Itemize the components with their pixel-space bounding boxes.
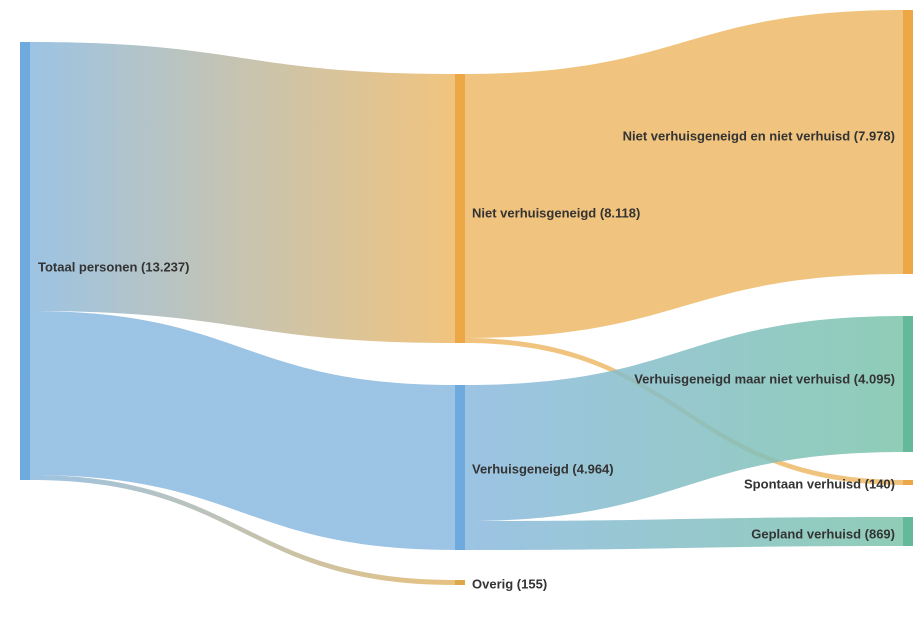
sankey-node-niet_vg	[455, 74, 465, 343]
sankey-link-niet_vg-to-niet_vh	[465, 10, 903, 338]
sankey-node-vg_niet	[903, 316, 913, 452]
sankey-node-spontaan	[903, 480, 913, 485]
sankey-label-vg: Verhuisgeneigd (4.964)	[472, 461, 614, 476]
sankey-label-gepland: Gepland verhuisd (869)	[751, 526, 895, 541]
sankey-label-niet_vh: Niet verhuisgeneigd en niet verhuisd (7.…	[623, 128, 895, 143]
sankey-label-overig: Overig (155)	[472, 576, 547, 591]
sankey-node-gepland	[903, 517, 913, 546]
sankey-node-vg	[455, 385, 465, 550]
sankey-links	[30, 10, 903, 585]
sankey-link-totaal-to-vg	[30, 311, 455, 550]
sankey-node-niet_vh	[903, 10, 913, 274]
sankey-link-totaal-to-niet_vg	[30, 42, 455, 343]
sankey-node-overig	[455, 580, 465, 585]
sankey-label-spontaan: Spontaan verhuisd (140)	[744, 476, 895, 491]
sankey-label-vg_niet: Verhuisgeneigd maar niet verhuisd (4.095…	[634, 371, 895, 386]
sankey-label-totaal: Totaal personen (13.237)	[38, 259, 189, 274]
sankey-node-totaal	[20, 42, 30, 480]
sankey-label-niet_vg: Niet verhuisgeneigd (8.118)	[472, 205, 640, 220]
sankey-diagram: Totaal personen (13.237) Niet verhuisgene…	[0, 0, 923, 617]
